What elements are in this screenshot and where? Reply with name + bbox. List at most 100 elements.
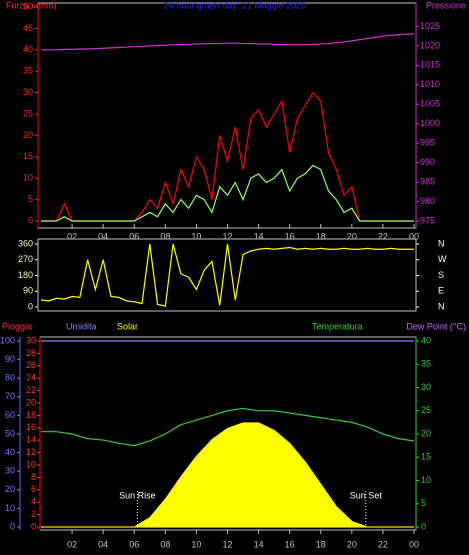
y-tick-label: 80 bbox=[5, 373, 15, 383]
x-tick-label: 02 bbox=[67, 231, 77, 241]
y-tick-label: 10 bbox=[421, 475, 431, 485]
y-tick-label: 4 bbox=[31, 497, 36, 507]
y-tick-label: 100 bbox=[0, 335, 15, 345]
x-tick-label: 22 bbox=[378, 539, 388, 549]
y-tick-label: 180 bbox=[18, 270, 33, 280]
legend-entry: Pioggia bbox=[2, 321, 32, 331]
y-tick-label: 15 bbox=[421, 452, 431, 462]
y-tick-label: 40 bbox=[421, 335, 431, 345]
legend-entry: Solar bbox=[117, 321, 138, 331]
y-tick-label: 0 bbox=[28, 301, 33, 311]
y-tick-label: 5 bbox=[421, 498, 426, 508]
y-tick-label: 35 bbox=[421, 359, 431, 369]
y-tick-label: 16 bbox=[26, 422, 36, 432]
y-tick-label: 45 bbox=[23, 23, 33, 33]
line bbox=[41, 164, 414, 222]
x-tick-label: 14 bbox=[254, 231, 264, 241]
y-tick-label: 40 bbox=[5, 447, 15, 457]
line bbox=[40, 243, 414, 307]
x-tick-label: 18 bbox=[316, 539, 326, 549]
legend-entry: Umidita bbox=[66, 321, 97, 331]
y-tick-label: 8 bbox=[31, 472, 36, 482]
y-tick-label: 20 bbox=[23, 130, 33, 140]
y-tick-label: 35 bbox=[23, 66, 33, 76]
x-tick-label: 16 bbox=[285, 539, 295, 549]
x-tick-label: 22 bbox=[378, 231, 388, 241]
y-tick-label: 0 bbox=[31, 521, 36, 531]
line bbox=[41, 407, 415, 447]
y-tick-label: 26 bbox=[26, 360, 36, 370]
x-tick-label: 12 bbox=[222, 231, 232, 241]
annotation: Sun Set bbox=[350, 490, 383, 500]
y-tick-label: 0 bbox=[10, 521, 15, 531]
y-tick-label: 25 bbox=[23, 108, 33, 118]
x-tick-label: 16 bbox=[285, 231, 295, 241]
x-tick-label: 04 bbox=[98, 539, 108, 549]
x-tick-label: 08 bbox=[160, 231, 170, 241]
y-tick-label: 15 bbox=[23, 151, 33, 161]
y-tick-label: 30 bbox=[421, 382, 431, 392]
y-tick-label: 1015 bbox=[420, 60, 440, 70]
y-tick-label: E bbox=[438, 286, 444, 296]
y-tick-label: 10 bbox=[23, 173, 33, 183]
pressure-axis-title: Pressione bbox=[426, 0, 466, 10]
y-tick-label: 10 bbox=[26, 459, 36, 469]
y-tick-label: N bbox=[438, 301, 445, 311]
x-tick-label: 04 bbox=[98, 231, 108, 241]
y-tick-label: 0 bbox=[421, 521, 426, 531]
y-tick-label: 60 bbox=[5, 410, 15, 420]
dewpoint-axis-title: Dew Point (°C) bbox=[406, 321, 466, 331]
y-tick-label: 20 bbox=[421, 428, 431, 438]
y-tick-label: 995 bbox=[420, 138, 435, 148]
area bbox=[41, 422, 414, 528]
y-tick-label: 360 bbox=[18, 238, 33, 248]
y-tick-label: 1020 bbox=[420, 40, 440, 50]
y-tick-label: S bbox=[438, 270, 444, 280]
x-tick-label: 08 bbox=[160, 539, 170, 549]
y-tick-label: 70 bbox=[5, 391, 15, 401]
x-tick-label: 06 bbox=[129, 231, 139, 241]
y-tick-label: 50 bbox=[23, 1, 33, 11]
y-tick-label: 20 bbox=[26, 397, 36, 407]
y-tick-label: 14 bbox=[26, 435, 36, 445]
y-tick-label: 90 bbox=[5, 354, 15, 364]
y-tick-label: 28 bbox=[26, 348, 36, 358]
x-tick-label: 12 bbox=[222, 539, 232, 549]
x-tick-label: 14 bbox=[254, 539, 264, 549]
y-tick-label: 30 bbox=[23, 87, 33, 97]
y-tick-label: 30 bbox=[26, 335, 36, 345]
x-tick-label: 10 bbox=[191, 539, 201, 549]
x-tick-label: 18 bbox=[316, 231, 326, 241]
x-tick-label: 02 bbox=[67, 539, 77, 549]
y-tick-label: 1000 bbox=[420, 118, 440, 128]
x-tick-label: 00 bbox=[409, 539, 419, 549]
y-tick-label: 25 bbox=[421, 405, 431, 415]
y-tick-label: 2 bbox=[31, 509, 36, 519]
x-tick-label: 00 bbox=[409, 231, 419, 241]
x-tick-label: 10 bbox=[191, 231, 201, 241]
y-tick-label: 1010 bbox=[420, 79, 440, 89]
y-tick-label: 975 bbox=[420, 215, 435, 225]
y-tick-label: 20 bbox=[5, 484, 15, 494]
line bbox=[41, 33, 415, 51]
y-tick-label: 90 bbox=[23, 286, 33, 296]
y-tick-label: 980 bbox=[420, 196, 435, 206]
y-tick-label: 270 bbox=[18, 254, 33, 264]
y-tick-label: 985 bbox=[420, 176, 435, 186]
y-tick-label: 22 bbox=[26, 385, 36, 395]
annotation: Sun Rise bbox=[119, 490, 156, 500]
x-tick-label: 20 bbox=[347, 539, 357, 549]
y-tick-label: 6 bbox=[31, 484, 36, 494]
chart-title: 24 hour graph day: 21 Maggio 2020 bbox=[164, 0, 307, 10]
y-tick-label: 0 bbox=[28, 215, 33, 225]
y-tick-label: 990 bbox=[420, 157, 435, 167]
y-tick-label: 24 bbox=[26, 373, 36, 383]
wind-axis-title: Forza vento) bbox=[6, 0, 57, 10]
x-tick-label: 06 bbox=[129, 539, 139, 549]
y-tick-label: 1025 bbox=[420, 21, 440, 31]
y-tick-label: 10 bbox=[5, 503, 15, 513]
y-tick-label: N bbox=[438, 238, 445, 248]
legend-entry: Temperatura bbox=[312, 321, 363, 331]
y-tick-label: 12 bbox=[26, 447, 36, 457]
